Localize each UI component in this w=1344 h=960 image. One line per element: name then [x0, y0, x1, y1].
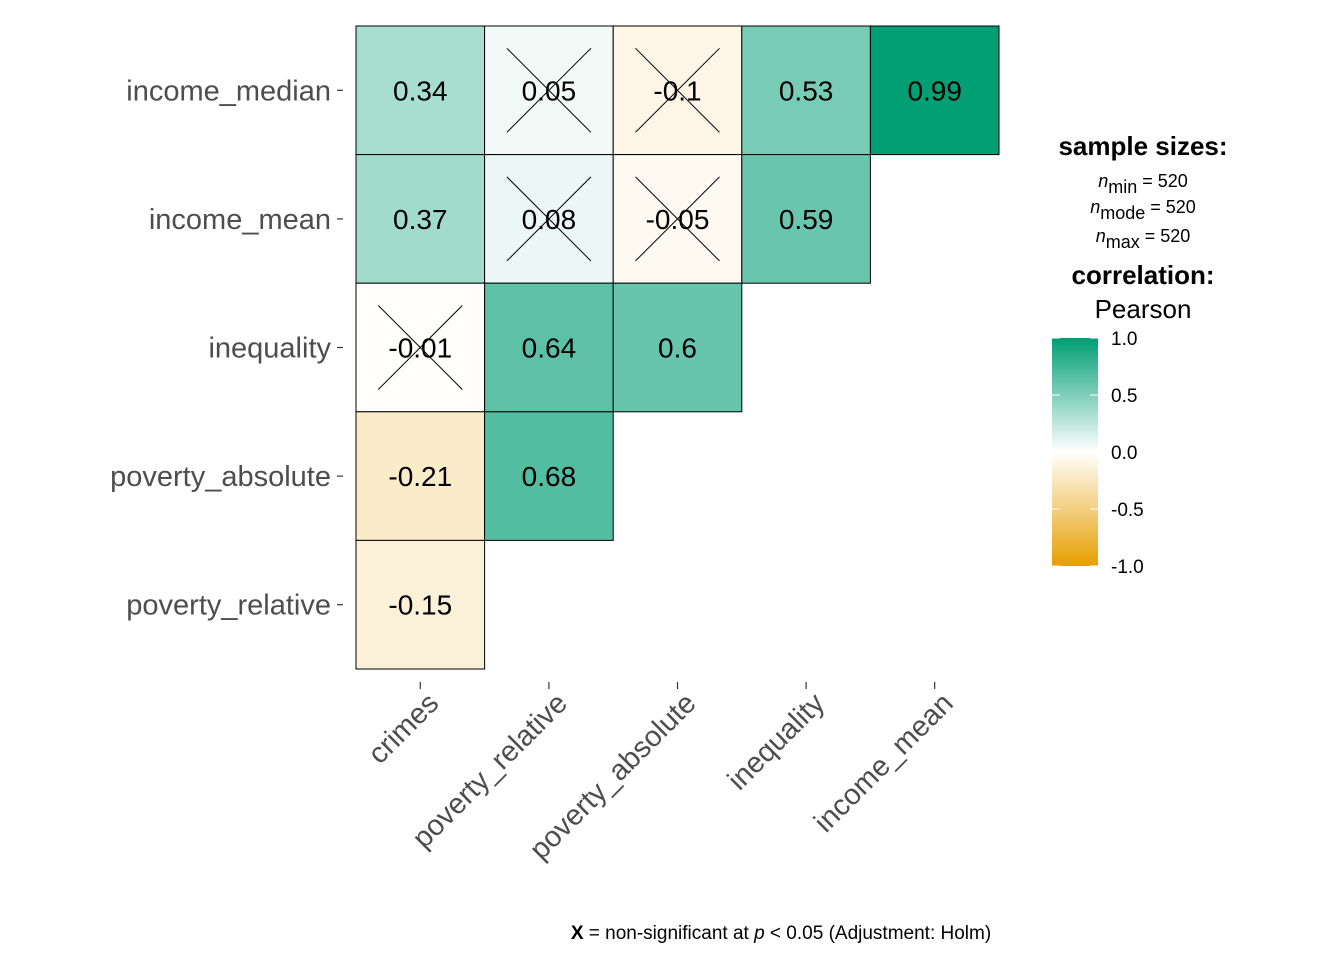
cell-inequality-poverty_absolute [612, 282, 743, 413]
x-tick-label-crimes: crimes [362, 687, 445, 770]
cell-poverty_absolute-crimes [355, 411, 486, 541]
cell-label-income_mean-poverty_relative: 0.08 [522, 204, 577, 235]
nonsig-cross-inequality-crimes [377, 305, 463, 390]
nonsig-cross-income_mean-poverty_relative [506, 176, 592, 262]
legend-n-mode: nmode = 520 [1090, 197, 1196, 223]
cell-label-income_median-income_mean: 0.99 [907, 75, 962, 106]
cell-income_median-crimes [355, 25, 486, 156]
nonsig-crosses [377, 47, 720, 390]
cell-label-poverty_absolute-poverty_relative: 0.68 [522, 461, 577, 492]
y-tick-label-income_mean: income_mean [149, 204, 331, 236]
legend-correlation-title: correlation: [1071, 260, 1214, 290]
caption-text: X = non-significant at p < 0.05 (Adjustm… [571, 923, 991, 944]
y-tick-label-poverty_absolute: poverty_absolute [110, 461, 331, 493]
x-tick-label-inequality: inequality [722, 687, 832, 797]
legend-tick-label-1: 0.5 [1111, 386, 1137, 407]
legend-n-min: nmin = 520 [1098, 171, 1188, 197]
y-tick-label-inequality: inequality [208, 333, 331, 365]
caption: X = non-significant at p < 0.05 (Adjustm… [571, 923, 991, 944]
cell-poverty_relative-crimes [355, 539, 486, 670]
nonsig-cross-income_median-poverty_relative [506, 47, 592, 133]
legend-method: Pearson [1095, 294, 1192, 324]
cell-label-income_mean-inequality: 0.59 [779, 204, 834, 235]
legend-tick-label-4: -1.0 [1111, 557, 1144, 578]
cell-label-income_median-poverty_absolute: -0.1 [653, 75, 701, 106]
cell-label-income_mean-poverty_absolute: -0.05 [646, 204, 710, 235]
cell-label-income_mean-crimes: 0.37 [393, 204, 448, 235]
nonsig-cross-income_median-poverty_absolute [635, 47, 720, 133]
cell-label-income_median-inequality: 0.53 [779, 75, 834, 106]
y-tick-label-poverty_relative: poverty_relative [126, 590, 331, 622]
cell-income_mean-crimes [355, 154, 486, 284]
cell-income_median-inequality [741, 25, 871, 156]
cell-label-poverty_relative-crimes: -0.15 [388, 590, 452, 621]
cell-income_mean-inequality [741, 154, 871, 284]
cell-poverty_absolute-poverty_relative [484, 411, 614, 541]
cell-label-income_median-crimes: 0.34 [393, 75, 448, 106]
cell-label-income_median-poverty_relative: 0.05 [522, 75, 577, 106]
cell-income_median-income_mean [869, 25, 1000, 156]
cell-label-inequality-poverty_absolute: 0.6 [658, 333, 697, 364]
y-axis: income_median income_mean inequality povert… [110, 75, 343, 622]
cell-labels: 0.34 0.05 -0.1 0.53 0.99 0.37 0.08 -0.05 0.59 -0.… [388, 75, 962, 620]
legend-sample-sizes-title: sample sizes: [1058, 131, 1227, 161]
cell-label-inequality-crimes: -0.01 [388, 333, 452, 364]
legend-tick-label-2: 0.0 [1111, 443, 1137, 464]
cell-label-poverty_absolute-crimes: -0.21 [388, 461, 452, 492]
nonsig-cross-income_mean-poverty_absolute [635, 176, 720, 262]
y-tick-label-income_median: income_median [126, 75, 331, 107]
heatmap-cells [355, 25, 1000, 670]
legend-tick-label-0: 1.0 [1111, 329, 1137, 350]
legend-tick-label-3: -0.5 [1111, 500, 1144, 521]
cell-label-inequality-poverty_relative: 0.64 [522, 333, 577, 364]
legend-n-max: nmax = 520 [1096, 226, 1191, 252]
